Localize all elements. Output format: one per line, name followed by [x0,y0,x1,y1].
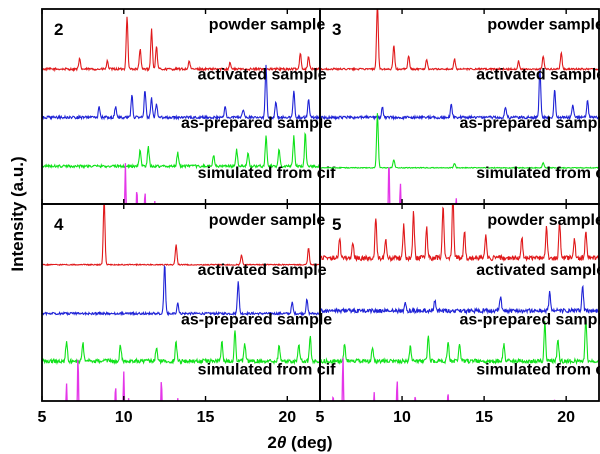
series-label: simulated from cif [476,361,600,378]
x-tick-label: 20 [557,409,575,426]
series-label: powder sample [209,17,326,34]
series-line-as-prepared-sample [42,330,320,366]
series-label: powder sample [209,212,326,229]
series-label: activated sample [476,66,600,83]
panel-number: 4 [54,215,64,234]
series-label: as-prepared sample [181,115,332,132]
x-tick-label: 15 [475,409,493,426]
panel-4-plot [42,204,320,401]
series-line-powder-sample [320,204,599,263]
series-line-activated-sample [320,284,599,315]
series-line-powder-sample [320,9,599,72]
series-line-activated-sample [42,64,320,121]
series-line-as-prepared-sample [320,113,599,170]
series-label: activated sample [198,262,327,279]
x-tick-label: 5 [316,409,325,426]
series-label: as-prepared sample [460,311,600,328]
series-label: simulated from cif [198,361,336,378]
series-label: as-prepared sample [460,115,600,132]
x-axis-label: 2θ (deg) [267,433,332,452]
series-label: simulated from cif [476,165,600,182]
panel-3: powder sample activated sample as-prepared… [319,8,600,205]
series-line-as-prepared-sample [320,319,599,366]
series-line-activated-sample [320,69,599,121]
panel-3-plot [320,9,599,204]
panel-number: 2 [54,20,63,39]
series-label: activated sample [476,262,600,279]
x-tick-label: 10 [115,409,133,426]
series-label: as-prepared sample [181,311,332,328]
panel-2: powder sample activated sample as-prepared… [41,8,336,205]
series-line-as-prepared-sample [42,131,320,170]
panel-5: powder sample activated sample as-prepared… [316,203,600,426]
panel-2-plot [42,16,320,204]
x-tick-label: 20 [278,409,296,426]
x-tick-label: 5 [38,409,47,426]
series-line-powder-sample [42,16,320,73]
series-line-activated-sample [42,264,320,317]
panel-number: 5 [332,215,341,234]
series-label: activated sample [198,66,327,83]
series-label: simulated from cif [198,165,336,182]
x-tick-label: 10 [393,409,411,426]
x-tick-label: 15 [197,409,215,426]
panel-frame [319,203,600,402]
series-label: powder sample [487,17,600,34]
panel-4: powder sample activated sample as-prepared… [38,203,336,426]
panel-5-plot [320,204,599,401]
panel-number: 3 [332,20,341,39]
series-line-powder-sample [42,204,320,267]
y-axis-label: Intensity (a.u.) [8,156,27,271]
series-label: powder sample [487,212,600,229]
